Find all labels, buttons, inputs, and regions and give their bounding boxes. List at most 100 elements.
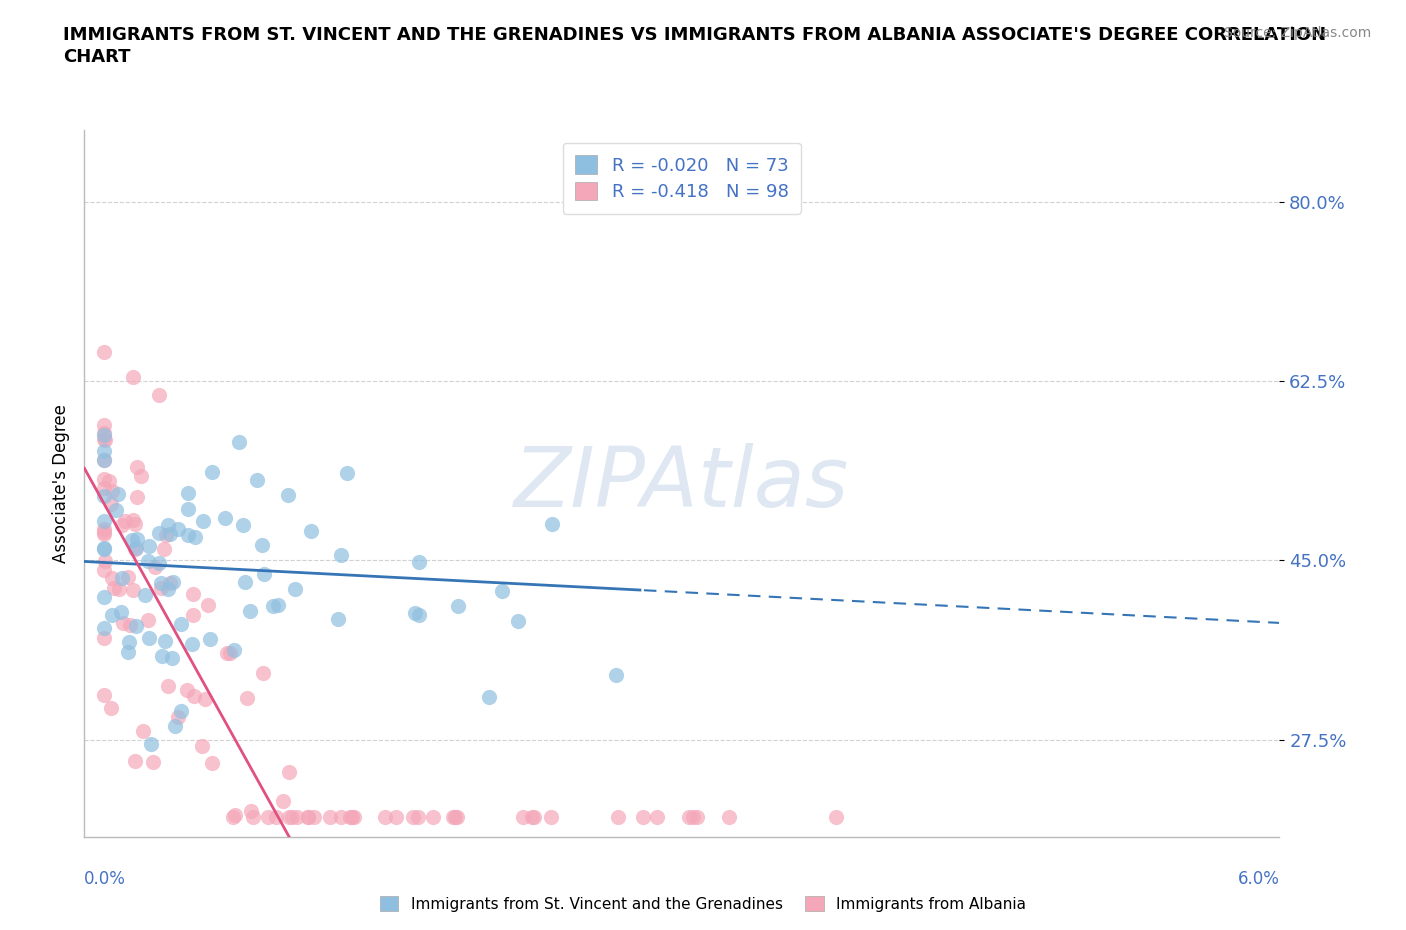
Point (101, 484, 124, 498)
Point (422, 809, 444, 824)
Point (93, 522, 115, 537)
Point (93, 453, 115, 468)
Point (825, 809, 848, 824)
Point (120, 618, 142, 632)
Point (181, 587, 204, 602)
Point (478, 690, 501, 705)
Point (111, 517, 134, 532)
Point (242, 809, 264, 824)
Point (271, 794, 294, 809)
Point (93, 589, 115, 604)
Point (162, 574, 184, 589)
Point (198, 631, 221, 646)
Point (131, 724, 153, 738)
Point (508, 614, 530, 629)
Point (93, 563, 115, 578)
Point (181, 608, 204, 623)
Point (330, 548, 353, 563)
Point (605, 668, 627, 683)
Point (446, 598, 468, 613)
Point (222, 809, 245, 824)
Point (219, 645, 242, 660)
Point (122, 369, 145, 384)
Point (93, 687, 115, 702)
Point (157, 581, 180, 596)
Point (124, 541, 146, 556)
Point (228, 434, 250, 449)
Point (159, 526, 181, 541)
Point (631, 809, 654, 824)
Point (190, 738, 212, 753)
Point (176, 485, 198, 500)
Point (197, 597, 219, 612)
Point (142, 754, 165, 769)
Point (336, 466, 359, 481)
Point (239, 804, 262, 818)
Text: 0.0%: 0.0% (84, 870, 127, 887)
Point (299, 524, 322, 538)
Point (93, 541, 115, 556)
Point (718, 809, 741, 824)
Point (443, 809, 465, 824)
Point (446, 809, 468, 824)
Point (138, 539, 160, 554)
Point (284, 582, 307, 597)
Point (287, 809, 309, 824)
Point (136, 553, 159, 568)
Point (134, 588, 156, 603)
Point (148, 555, 170, 570)
Point (93, 553, 115, 568)
Point (401, 809, 423, 824)
Point (100, 497, 122, 512)
Point (125, 531, 148, 546)
Point (93, 426, 115, 441)
Point (153, 541, 176, 556)
Point (141, 737, 163, 751)
Point (138, 631, 160, 646)
Point (110, 605, 132, 620)
Point (523, 809, 546, 824)
Point (233, 574, 256, 589)
Point (340, 809, 363, 824)
Point (252, 666, 274, 681)
Point (302, 809, 325, 824)
Point (136, 613, 159, 628)
Point (93, 489, 115, 504)
Point (122, 512, 145, 527)
Point (93, 481, 115, 496)
Text: Source: ZipAtlas.com: Source: ZipAtlas.com (1223, 26, 1371, 40)
Point (101, 570, 124, 585)
Point (125, 619, 148, 634)
Point (176, 527, 198, 542)
Point (93, 472, 115, 486)
Point (329, 809, 352, 824)
Point (153, 633, 176, 648)
Point (159, 576, 181, 591)
Point (124, 517, 146, 532)
Point (235, 691, 257, 706)
Point (157, 518, 180, 533)
Point (408, 607, 430, 622)
Point (118, 635, 141, 650)
Point (607, 809, 630, 824)
Point (166, 710, 188, 724)
Point (155, 527, 177, 542)
Legend: Immigrants from St. Vincent and the Grenadines, Immigrants from Albania: Immigrants from St. Vincent and the Gren… (374, 890, 1032, 918)
Point (267, 598, 290, 613)
Point (686, 809, 709, 824)
Point (183, 688, 205, 703)
Point (94, 432, 117, 447)
Point (114, 513, 136, 528)
Point (112, 616, 135, 631)
Text: ZIPAtlas: ZIPAtlas (515, 443, 849, 525)
Point (98, 474, 121, 489)
Point (682, 809, 704, 824)
Point (522, 809, 544, 824)
Point (222, 643, 245, 658)
Point (224, 808, 246, 823)
Point (491, 583, 513, 598)
Text: CHART: CHART (63, 48, 131, 66)
Point (264, 809, 287, 824)
Point (406, 809, 429, 824)
Point (170, 703, 193, 718)
